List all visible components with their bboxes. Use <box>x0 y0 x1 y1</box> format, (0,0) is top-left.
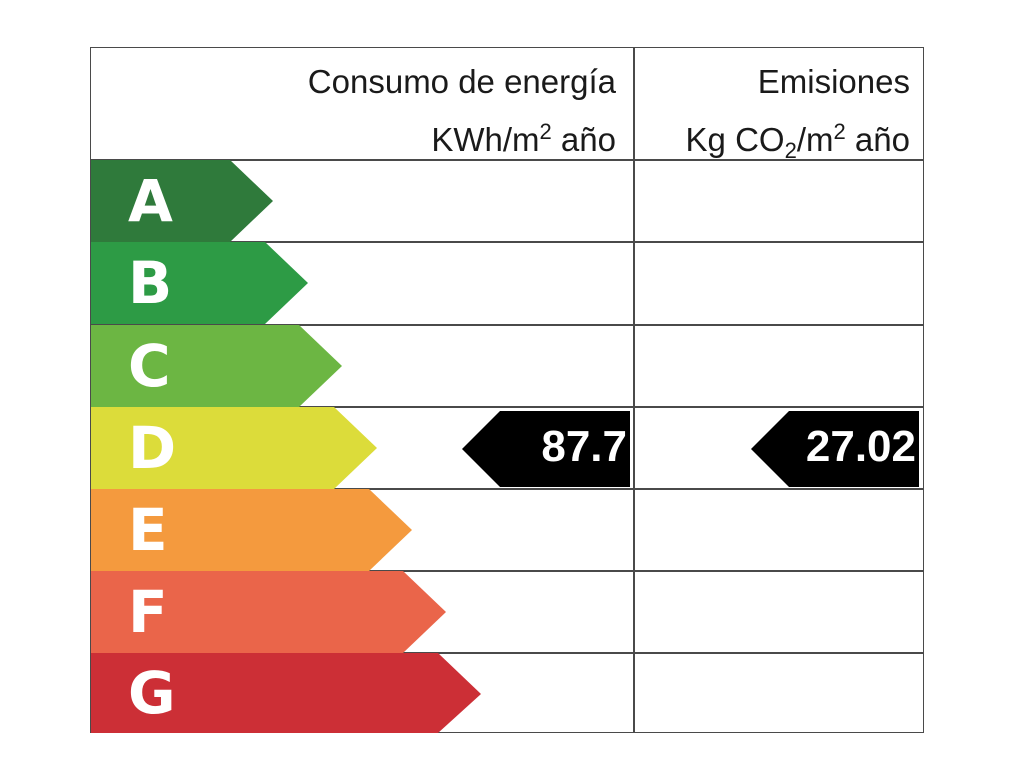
row-divider <box>90 652 924 654</box>
emissions-unit-year: año <box>845 121 910 158</box>
emissions-unit-subscript: 2 <box>784 138 797 163</box>
row-divider <box>90 159 924 161</box>
energy-unit: KWh/m2 año <box>100 107 616 165</box>
energy-title: Consumo de energía <box>307 63 616 100</box>
energy-rating-value: 87.7 <box>541 422 627 471</box>
row-divider <box>90 488 924 490</box>
band-arrow <box>91 325 342 407</box>
column-divider <box>633 47 635 733</box>
band-letter: G <box>128 659 176 727</box>
energy-unit-exponent: 2 <box>539 119 552 144</box>
band-arrow <box>91 407 377 489</box>
emissions-unit-text: Kg CO <box>685 121 785 158</box>
emissions-unit-per: /m <box>796 121 834 158</box>
band-arrow <box>91 489 412 571</box>
energy-header: Consumo de energía KWh/m2 año <box>100 57 616 165</box>
band-arrow <box>91 242 308 324</box>
band-arrow <box>91 571 446 653</box>
emissions-title: Emisiones <box>757 63 910 100</box>
band-letter: C <box>128 332 171 400</box>
band-letter: D <box>128 414 177 482</box>
band-arrow <box>91 160 273 242</box>
row-divider <box>90 324 924 326</box>
energy-unit-text: KWh/m <box>431 121 540 158</box>
energy-label-table <box>90 47 924 733</box>
emissions-unit-exponent: 2 <box>833 119 846 144</box>
emissions-rating-value: 27.02 <box>805 422 916 471</box>
band-letter: B <box>128 249 173 317</box>
emissions-unit: Kg CO2/m2 año <box>640 107 910 176</box>
energy-unit-year: año <box>551 121 616 158</box>
energy-rating-marker <box>462 411 630 487</box>
row-divider <box>90 241 924 243</box>
band-letter: E <box>128 496 168 564</box>
emissions-header: Emisiones Kg CO2/m2 año <box>640 57 910 176</box>
row-divider <box>90 406 924 408</box>
emissions-rating-marker <box>751 411 919 487</box>
row-divider <box>90 570 924 572</box>
band-letter: F <box>128 578 168 646</box>
band-letter: A <box>128 167 173 235</box>
band-arrow <box>91 653 481 733</box>
